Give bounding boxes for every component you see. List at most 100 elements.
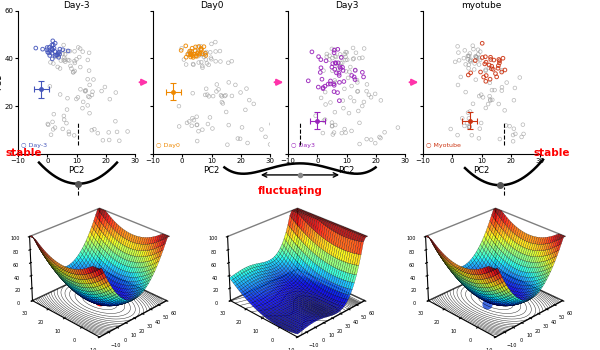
Point bbox=[49, 42, 58, 48]
Point bbox=[464, 53, 474, 58]
Point bbox=[334, 66, 343, 71]
Point bbox=[331, 80, 340, 85]
Point bbox=[494, 60, 504, 66]
Point bbox=[328, 132, 338, 137]
Point bbox=[490, 87, 499, 93]
Point bbox=[59, 58, 68, 63]
Point bbox=[453, 82, 463, 88]
Point bbox=[466, 58, 475, 64]
Point bbox=[70, 49, 79, 54]
Point bbox=[316, 70, 325, 75]
Point bbox=[355, 120, 364, 126]
Point bbox=[50, 125, 60, 131]
Point bbox=[59, 42, 68, 48]
Point bbox=[217, 99, 227, 105]
Point bbox=[331, 122, 340, 128]
Point bbox=[55, 66, 65, 71]
Point bbox=[183, 51, 193, 57]
Point bbox=[76, 46, 85, 51]
Point bbox=[333, 90, 343, 96]
Point bbox=[318, 85, 328, 90]
Point bbox=[205, 114, 215, 120]
Point bbox=[335, 98, 344, 104]
Point bbox=[335, 79, 344, 85]
Point bbox=[453, 132, 463, 138]
Title: Day0: Day0 bbox=[200, 1, 223, 10]
Point bbox=[73, 44, 83, 50]
Point bbox=[505, 123, 514, 129]
Point bbox=[509, 126, 518, 132]
Point bbox=[321, 58, 331, 64]
Title: Day-3: Day-3 bbox=[63, 1, 90, 10]
Point bbox=[201, 52, 211, 58]
Point bbox=[331, 61, 341, 67]
Point bbox=[518, 122, 527, 127]
Point bbox=[203, 121, 213, 127]
Point bbox=[358, 55, 367, 61]
Point bbox=[497, 88, 506, 93]
Point bbox=[454, 50, 463, 55]
Point bbox=[63, 96, 73, 101]
Point bbox=[65, 48, 74, 54]
Point bbox=[325, 53, 334, 58]
Point bbox=[184, 50, 194, 55]
Point bbox=[202, 86, 211, 92]
Point bbox=[467, 132, 476, 138]
Point bbox=[374, 134, 384, 140]
Point bbox=[376, 135, 385, 141]
Point bbox=[459, 55, 469, 61]
Point bbox=[63, 57, 73, 63]
Point bbox=[336, 65, 346, 71]
Point bbox=[241, 107, 250, 113]
Point bbox=[347, 128, 356, 134]
Point bbox=[194, 128, 203, 134]
Y-axis label: PC1: PC1 bbox=[0, 74, 4, 90]
Point bbox=[446, 126, 455, 132]
Point bbox=[59, 113, 68, 119]
Point bbox=[304, 78, 313, 84]
Point bbox=[494, 63, 503, 69]
Point bbox=[340, 86, 349, 92]
Point bbox=[188, 55, 198, 60]
Point bbox=[465, 124, 475, 130]
Point bbox=[344, 69, 354, 75]
Point bbox=[336, 60, 346, 66]
Point bbox=[212, 82, 221, 87]
Point bbox=[343, 57, 352, 63]
Point bbox=[480, 61, 490, 67]
Point bbox=[184, 119, 194, 124]
Point bbox=[488, 66, 498, 72]
Point bbox=[330, 47, 340, 52]
Point bbox=[50, 54, 60, 60]
Point bbox=[202, 49, 211, 55]
Point bbox=[351, 50, 361, 56]
Point bbox=[89, 126, 99, 132]
Point bbox=[502, 80, 511, 85]
Point bbox=[243, 140, 253, 146]
Point bbox=[501, 123, 511, 128]
Point bbox=[481, 68, 490, 74]
Point bbox=[230, 82, 240, 88]
Point bbox=[470, 54, 480, 59]
Point bbox=[77, 105, 87, 111]
Point bbox=[227, 93, 237, 99]
Point bbox=[197, 127, 207, 133]
Point bbox=[485, 80, 494, 86]
Point bbox=[206, 56, 216, 62]
Point bbox=[199, 44, 209, 49]
Point bbox=[463, 53, 473, 59]
Point bbox=[468, 101, 478, 107]
Point bbox=[215, 59, 225, 64]
Point bbox=[478, 55, 487, 60]
Point bbox=[194, 44, 203, 49]
Point bbox=[491, 71, 500, 76]
Point bbox=[348, 56, 358, 62]
Point bbox=[249, 101, 259, 107]
Point bbox=[43, 121, 53, 127]
Point bbox=[468, 43, 478, 49]
Point bbox=[196, 46, 206, 51]
Point bbox=[330, 54, 340, 59]
Point bbox=[112, 129, 122, 135]
Point bbox=[48, 47, 58, 52]
Point bbox=[380, 130, 389, 135]
